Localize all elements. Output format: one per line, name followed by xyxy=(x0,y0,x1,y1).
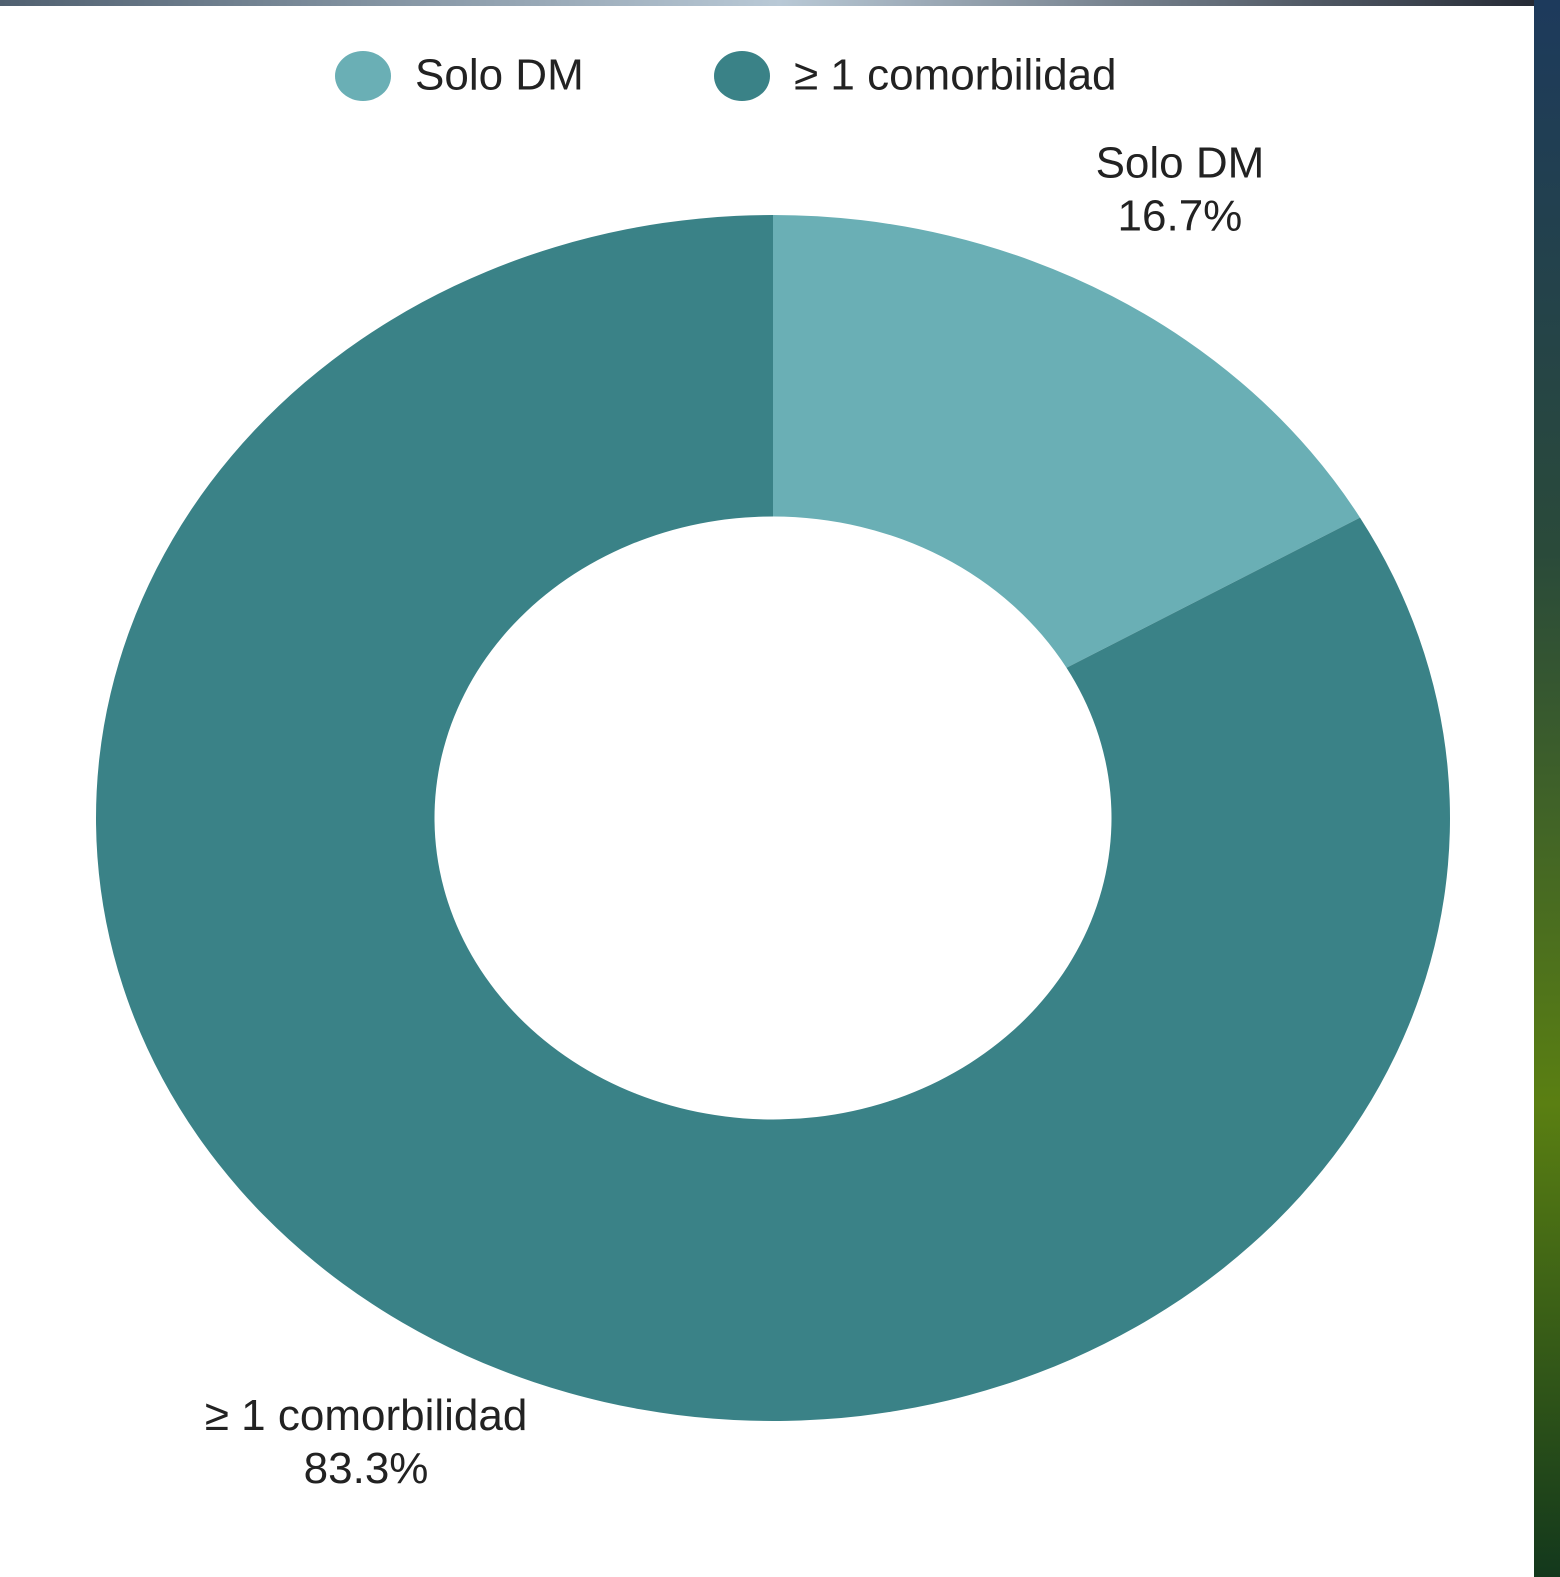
slice-label: ≥ 1 comorbilidad xyxy=(205,1391,528,1440)
legend-label: ≥ 1 comorbilidad xyxy=(794,51,1117,100)
slice xyxy=(773,215,1361,668)
top-edge xyxy=(0,0,1560,6)
slice-value-label: 83.3% xyxy=(304,1444,429,1493)
slice-label: Solo DM xyxy=(1096,138,1265,187)
legend-marker xyxy=(335,51,391,101)
legend-label: Solo DM xyxy=(415,51,584,100)
slice xyxy=(96,215,1451,1421)
slice-value-label: 16.7% xyxy=(1118,191,1243,240)
legend-marker xyxy=(714,51,770,101)
right-edge xyxy=(1534,0,1560,1577)
